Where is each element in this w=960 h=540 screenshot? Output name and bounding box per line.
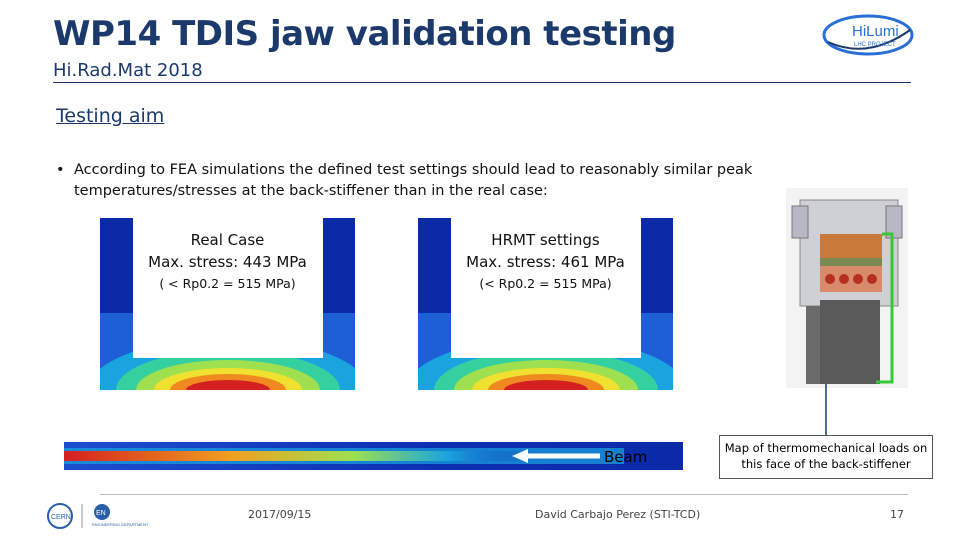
- fea-panel-real-case: Real Case Max. stress: 443 MPa ( < Rp0.2…: [100, 218, 355, 390]
- logo-text-hilumi: HiLumi: [852, 23, 899, 40]
- footer-divider: [100, 494, 908, 495]
- hilumi-logo: HiLumi LHC PROJECT: [822, 14, 914, 56]
- callout-box: Map of thermomechanical loads on this fa…: [719, 435, 933, 479]
- page-number: 17: [890, 508, 904, 521]
- beam-label: Beam: [604, 448, 648, 466]
- page-subtitle: Hi.Rad.Mat 2018: [53, 60, 203, 81]
- panel-stress: Max. stress: 443 MPa: [148, 253, 307, 271]
- section-heading: Testing aim: [56, 105, 165, 127]
- fea-cutout: [451, 218, 641, 358]
- fea-panel-hrmt-settings: HRMT settings Max. stress: 461 MPa (< Rp…: [418, 218, 673, 390]
- logo-text-en: EN: [96, 510, 106, 517]
- fea-cutout: [133, 218, 323, 358]
- jaw-assembly-model: [786, 188, 908, 388]
- page-title: WP14 TDIS jaw validation testing: [53, 14, 676, 54]
- cern-en-logo: CERN EN ENGINEERING DEPARTMENT: [47, 503, 149, 529]
- beam-direction-arrow-icon: [512, 449, 600, 463]
- bullet-text: According to FEA simulations the defined…: [74, 162, 753, 199]
- logo-text-department: ENGINEERING DEPARTMENT: [92, 522, 149, 527]
- panel-limit: ( < Rp0.2 = 515 MPa): [159, 276, 296, 291]
- header-divider: [53, 82, 911, 83]
- logo-text-cern: CERN: [51, 514, 71, 521]
- footer-date: 2017/09/15: [248, 508, 312, 521]
- panel-title: HRMT settings: [491, 231, 600, 249]
- logo-text-project: LHC PROJECT: [854, 42, 896, 48]
- panel-title: Real Case: [190, 231, 265, 249]
- footer-author: David Carbajo Perez (STI-TCD): [535, 508, 701, 521]
- panel-stress: Max. stress: 461 MPa: [466, 253, 625, 271]
- callout-text: Map of thermomechanical loads on this fa…: [724, 441, 928, 471]
- panel-limit: (< Rp0.2 = 515 MPa): [479, 276, 612, 291]
- bullet-marker: •: [56, 162, 65, 178]
